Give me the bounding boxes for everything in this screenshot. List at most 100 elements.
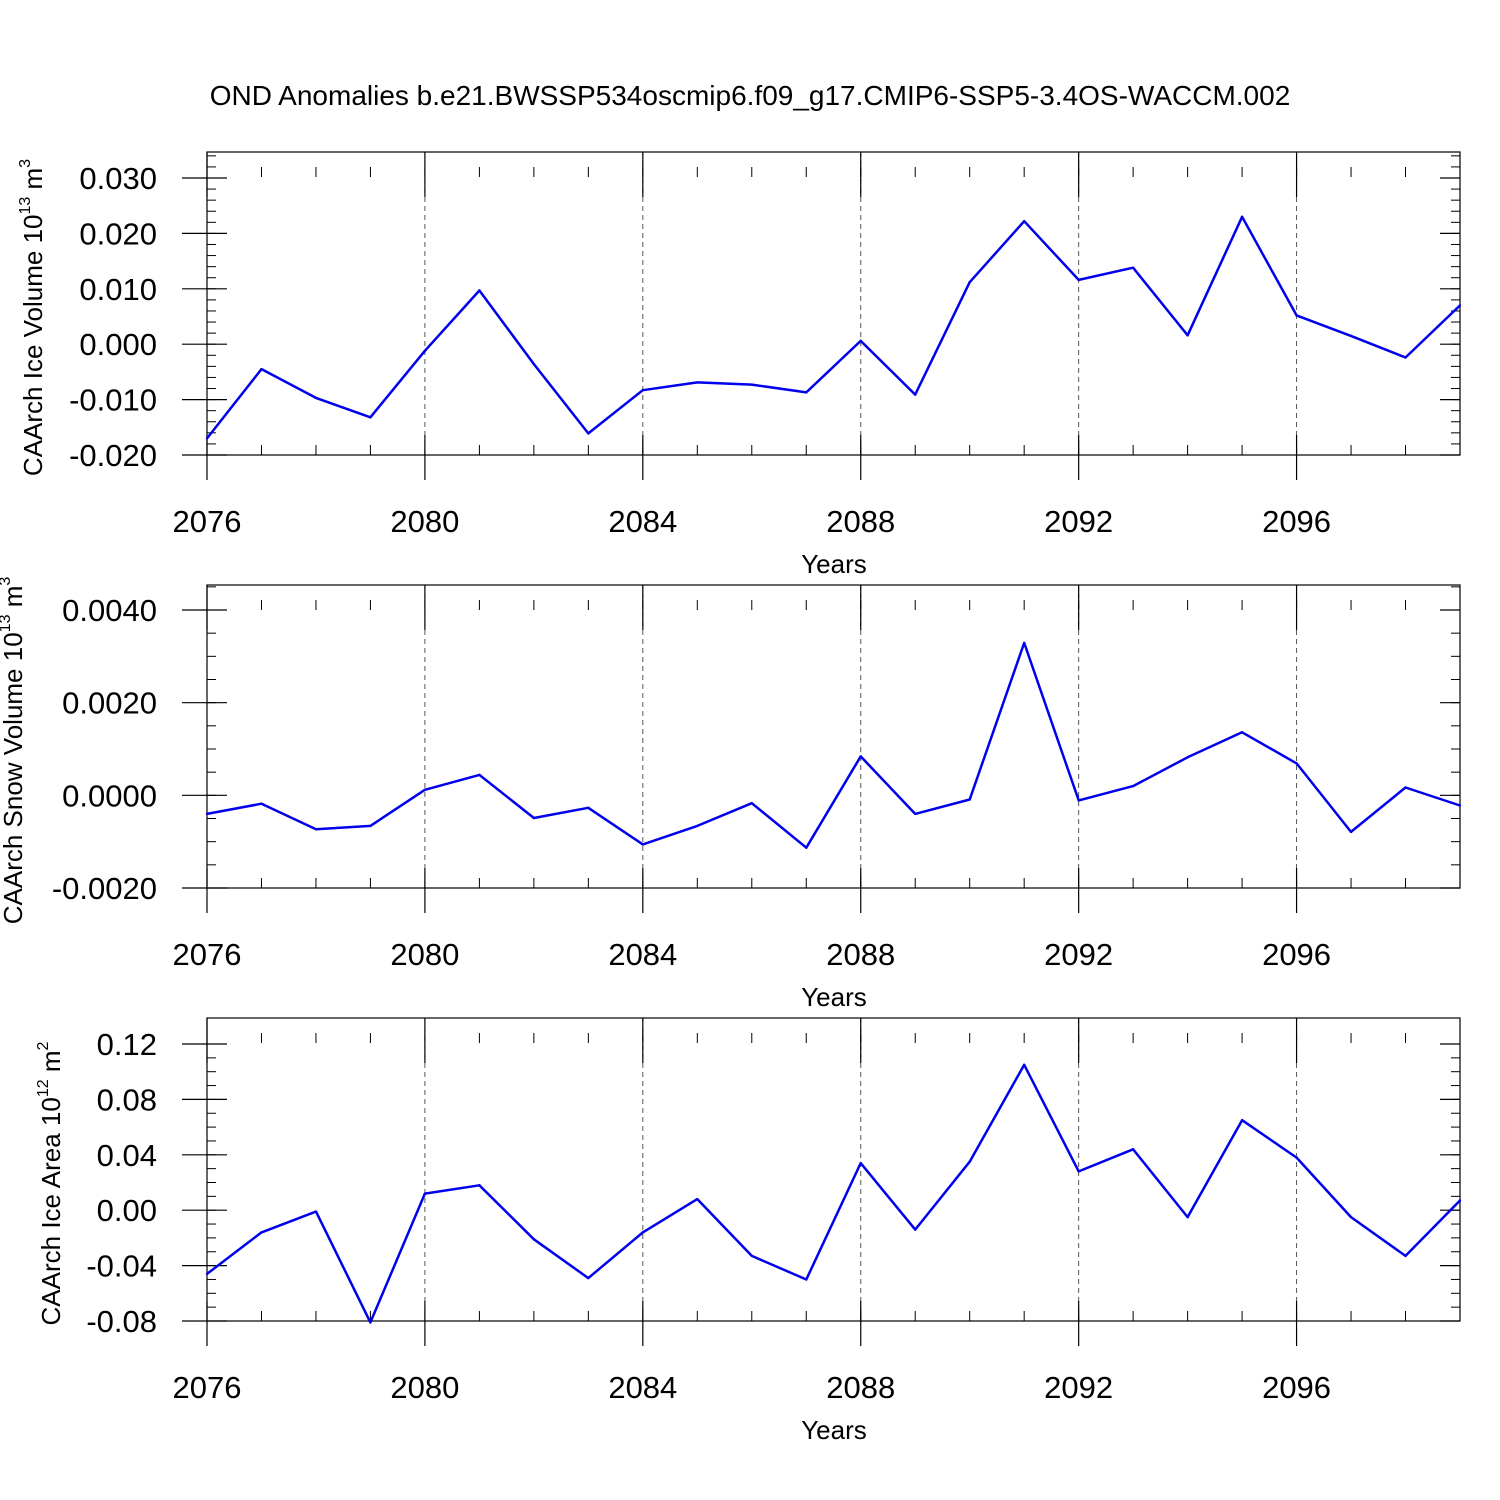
y-tick-label: -0.0020 — [52, 871, 157, 906]
data-point — [805, 1278, 808, 1281]
y-tick-label: -0.020 — [69, 438, 157, 473]
data-point — [260, 367, 263, 371]
data-point — [1240, 215, 1244, 218]
series-line — [206, 1063, 1461, 1324]
data-point — [1458, 1199, 1462, 1202]
data-point — [1131, 1148, 1135, 1151]
data-point — [369, 824, 372, 828]
y-axis-label-text: CAArch Ice Area 10 — [36, 1097, 66, 1325]
y-axis-label-superscript: 13 — [0, 614, 14, 632]
data-point — [859, 339, 862, 343]
y-tick-label: 0.000 — [79, 327, 157, 362]
x-tick-label: 2096 — [1262, 937, 1331, 972]
y-tick-label: -0.08 — [86, 1304, 157, 1339]
data-point — [260, 1231, 263, 1234]
y-axis-label-text: CAArch Snow Volume 10 — [0, 632, 28, 924]
y-tick-label: -0.04 — [86, 1249, 157, 1284]
data-point — [423, 1192, 427, 1195]
x-tick-label: 2084 — [608, 937, 677, 972]
data-point — [641, 388, 645, 392]
data-point — [1240, 1118, 1244, 1122]
data-point — [205, 1272, 209, 1276]
data-point — [914, 1228, 917, 1231]
data-point — [587, 806, 590, 810]
y-axis-label-superscript: 13 — [17, 197, 34, 215]
data-point — [641, 1231, 645, 1234]
panels: -0.020 -0.010 0.000 0.010 0.020 0.030 2076 2080… — [0, 151, 1462, 1445]
y-axis-label: CAArch Ice Area 1012 m2 — [35, 1041, 66, 1325]
data-point — [205, 437, 209, 440]
y-tick-label: 0.08 — [97, 1082, 157, 1117]
x-tick-label: 2092 — [1044, 504, 1113, 539]
y-axis-label-superscript: 3 — [0, 577, 14, 586]
x-axis-label: Years — [801, 1415, 867, 1445]
y-axis-label: CAArch Ice Volume 1013 m3 — [17, 159, 48, 476]
data-point — [314, 396, 318, 400]
x-tick-label: 2076 — [173, 504, 242, 539]
y-tick-label: 0.0000 — [62, 778, 157, 813]
data-point — [1458, 304, 1462, 307]
x-tick-label: 2092 — [1044, 1370, 1113, 1405]
y-axis-label-text: m — [36, 1050, 66, 1079]
x-axis-label: Years — [801, 982, 867, 1012]
data-point — [968, 798, 971, 801]
data-point — [205, 812, 209, 816]
data-point — [260, 802, 263, 805]
data-point — [1077, 1170, 1080, 1173]
y-axis-label-text: m — [0, 586, 28, 615]
data-point — [1240, 731, 1244, 734]
y-tick-label: -0.010 — [69, 383, 157, 418]
x-tick-label: 2092 — [1044, 937, 1113, 972]
y-axis-label-text: CAArch Ice Volume 10 — [18, 215, 48, 477]
data-point — [478, 773, 481, 777]
x-tick-label: 2076 — [173, 937, 242, 972]
x-tick-label: 2084 — [608, 1370, 677, 1405]
data-point — [914, 393, 917, 396]
x-tick-label: 2096 — [1262, 504, 1331, 539]
data-point — [968, 1160, 971, 1163]
data-point — [1131, 784, 1135, 788]
data-point — [641, 843, 645, 846]
series-line — [206, 215, 1461, 440]
data-point — [478, 289, 481, 292]
y-tick-label: 0.04 — [97, 1138, 157, 1173]
data-point — [314, 827, 318, 831]
data-point — [696, 381, 699, 384]
data-point — [1022, 641, 1026, 645]
y-tick-label: 0.0040 — [62, 593, 157, 628]
x-tick-label: 2088 — [826, 1370, 895, 1405]
data-point — [750, 1254, 753, 1258]
panel-3: -0.08 -0.04 0.00 0.04 0.08 0.12 2076 2080 2084 20… — [35, 1017, 1462, 1445]
y-tick-label: 0.010 — [79, 272, 157, 307]
data-point — [1022, 1063, 1026, 1066]
data-point — [369, 1321, 372, 1324]
x-tick-label: 2080 — [390, 504, 459, 539]
y-tick-label: 0.0020 — [62, 686, 157, 721]
y-axis-label-superscript: 2 — [35, 1041, 52, 1050]
x-tick-label: 2088 — [826, 937, 895, 972]
figure-title: OND Anomalies b.e21.BWSSP534oscmip6.f09_… — [210, 80, 1291, 111]
data-point — [1186, 756, 1189, 759]
data-point — [1186, 334, 1189, 337]
x-tick-label: 2076 — [173, 1370, 242, 1405]
data-point — [1349, 334, 1353, 338]
data-point — [1077, 799, 1080, 802]
data-point — [750, 802, 753, 805]
x-tick-label: 2080 — [390, 937, 459, 972]
plot-frame — [206, 584, 1461, 889]
data-point — [1077, 278, 1080, 282]
data-point — [696, 1197, 699, 1201]
data-point — [314, 1210, 318, 1213]
data-point — [1349, 830, 1353, 834]
data-point — [369, 416, 372, 419]
data-point — [587, 1276, 590, 1280]
data-point — [532, 362, 536, 366]
panel-1: -0.020 -0.010 0.000 0.010 0.020 0.030 2076 2080… — [17, 151, 1462, 579]
data-point — [1404, 356, 1407, 359]
series-line — [206, 641, 1461, 849]
y-axis-label-superscript: 12 — [35, 1079, 52, 1097]
data-point — [1458, 804, 1462, 807]
y-axis-label-text: m — [18, 168, 48, 197]
x-tick-label: 2088 — [826, 504, 895, 539]
